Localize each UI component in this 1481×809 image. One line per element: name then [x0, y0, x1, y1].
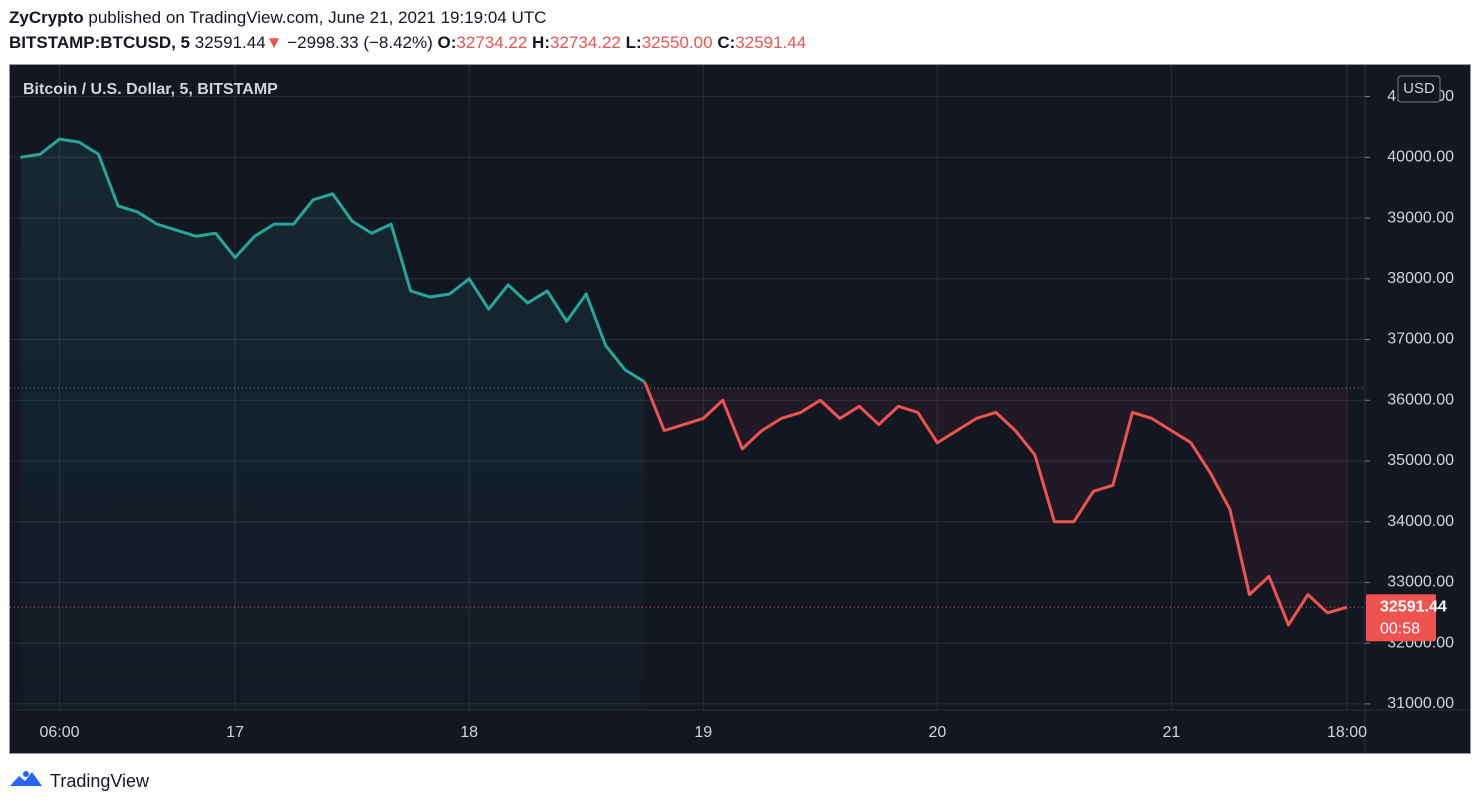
- tv-logo: [10, 771, 42, 786]
- ticker-line: BITSTAMP:BTCUSD, 5 32591.44▼ −2998.33 (−…: [9, 33, 806, 53]
- high-label: H:: [532, 33, 550, 52]
- last-price-box: [1366, 594, 1436, 642]
- publish-line: ZyCrypto published on TradingView.com, J…: [9, 8, 546, 28]
- countdown: 00:58: [1380, 620, 1420, 637]
- close: 32591.44: [735, 33, 807, 52]
- y-tick-label: 40000.00: [1387, 149, 1454, 166]
- publisher: ZyCrypto: [9, 8, 84, 27]
- y-tick-label: 39000.00: [1387, 209, 1454, 226]
- x-tick-label: 17: [226, 724, 244, 741]
- published: published on TradingView.com, June 21, 2…: [88, 8, 547, 27]
- x-tick-label: 20: [928, 724, 946, 741]
- y-tick-label: 34000.00: [1387, 513, 1454, 530]
- y-tick-label: 36000.00: [1387, 391, 1454, 408]
- symbol: BITSTAMP:BTCUSD, 5: [9, 33, 191, 52]
- x-tick-label: 19: [694, 724, 712, 741]
- chart-title: Bitcoin / U.S. Dollar, 5, BITSTAMP: [23, 81, 278, 98]
- open-label: O:: [437, 33, 457, 52]
- x-tick-label: 21: [1163, 724, 1181, 741]
- x-tick-label: 18:00: [1327, 724, 1367, 741]
- change: −2998.33 (−8.42%): [287, 33, 433, 52]
- arrow: ▼: [265, 33, 283, 52]
- y-tick-label: 35000.00: [1387, 452, 1454, 469]
- last-price-label: 32591.44: [1380, 598, 1447, 615]
- y-tick-label: 31000.00: [1387, 695, 1454, 712]
- price-line: [643, 381, 1348, 627]
- high: 32734.22: [550, 33, 621, 52]
- y-tick-label: 38000.00: [1387, 270, 1454, 287]
- currency: USD: [1403, 80, 1435, 97]
- price-line: [20, 137, 646, 384]
- footer-brand: TradingView: [50, 771, 150, 791]
- x-tick-label: 18: [460, 724, 478, 741]
- x-tick-label: 06:00: [39, 724, 79, 741]
- low-label: L:: [625, 33, 642, 52]
- currency-box: [1397, 75, 1441, 103]
- y-tick-label: 33000.00: [1387, 574, 1454, 591]
- close-label: C:: [717, 33, 736, 52]
- y-tick-label: 37000.00: [1387, 331, 1454, 348]
- open: 32734.22: [456, 33, 528, 52]
- area: [20, 139, 645, 710]
- low: 32550.00: [641, 33, 713, 52]
- last: 32591.44: [194, 33, 266, 52]
